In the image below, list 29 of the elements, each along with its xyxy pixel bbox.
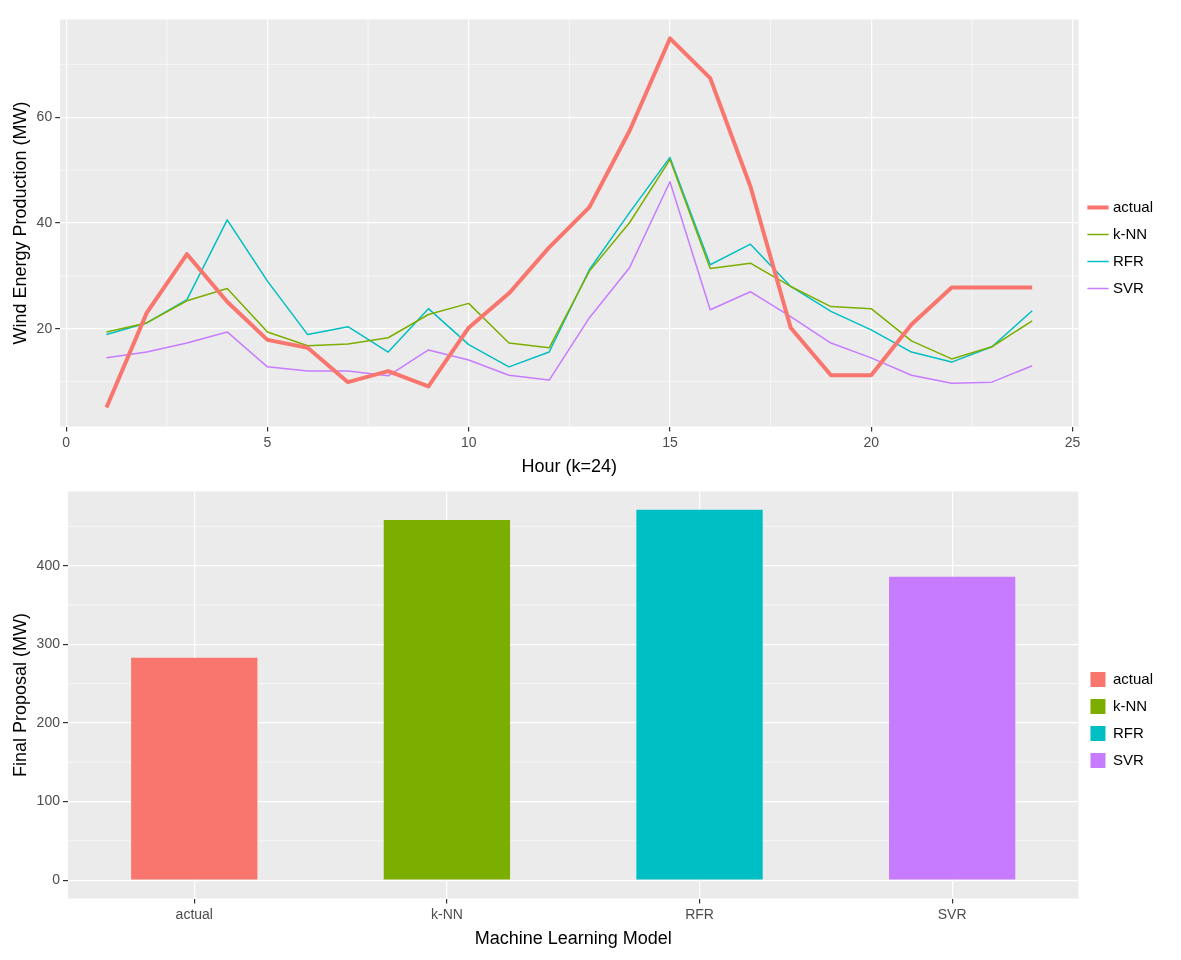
x-tick-label: 20: [863, 433, 880, 450]
y-tick-label: 40: [36, 213, 53, 230]
legend-label: actual: [1112, 197, 1153, 215]
legend-label: RFR: [1112, 251, 1144, 269]
x-tick-label: k-NN: [430, 905, 463, 922]
y-tick-label: 20: [36, 319, 53, 336]
x-tick-label: 5: [263, 433, 272, 450]
y-tick-label: 100: [36, 792, 61, 809]
x-tick-label: 10: [460, 433, 477, 450]
legend-label: actual: [1112, 669, 1153, 687]
legend-label: RFR: [1112, 723, 1144, 741]
legend-label: k-NN: [1112, 224, 1148, 242]
x-axis-title: Machine Learning Model: [474, 928, 672, 949]
x-tick-label: actual: [175, 905, 213, 922]
x-tick-label: RFR: [685, 905, 714, 922]
y-axis-title: Final Proposal (MW): [9, 612, 30, 778]
y-tick-label: 60: [36, 108, 53, 125]
y-tick-label: 400: [36, 556, 61, 573]
legend-label: SVR: [1112, 278, 1144, 296]
y-tick-label: 200: [36, 713, 61, 730]
x-axis-title: Hour (k=24): [521, 456, 618, 477]
legend-label: SVR: [1112, 750, 1144, 768]
x-tick-label: 15: [662, 433, 678, 450]
y-tick-label: 0: [52, 870, 61, 887]
y-tick-label: 300: [36, 635, 61, 652]
y-axis-title: Wind Energy Production (MW): [9, 101, 30, 345]
legend-label: k-NN: [1112, 696, 1148, 714]
x-tick-label: 25: [1064, 433, 1081, 450]
x-tick-label: SVR: [937, 905, 967, 922]
